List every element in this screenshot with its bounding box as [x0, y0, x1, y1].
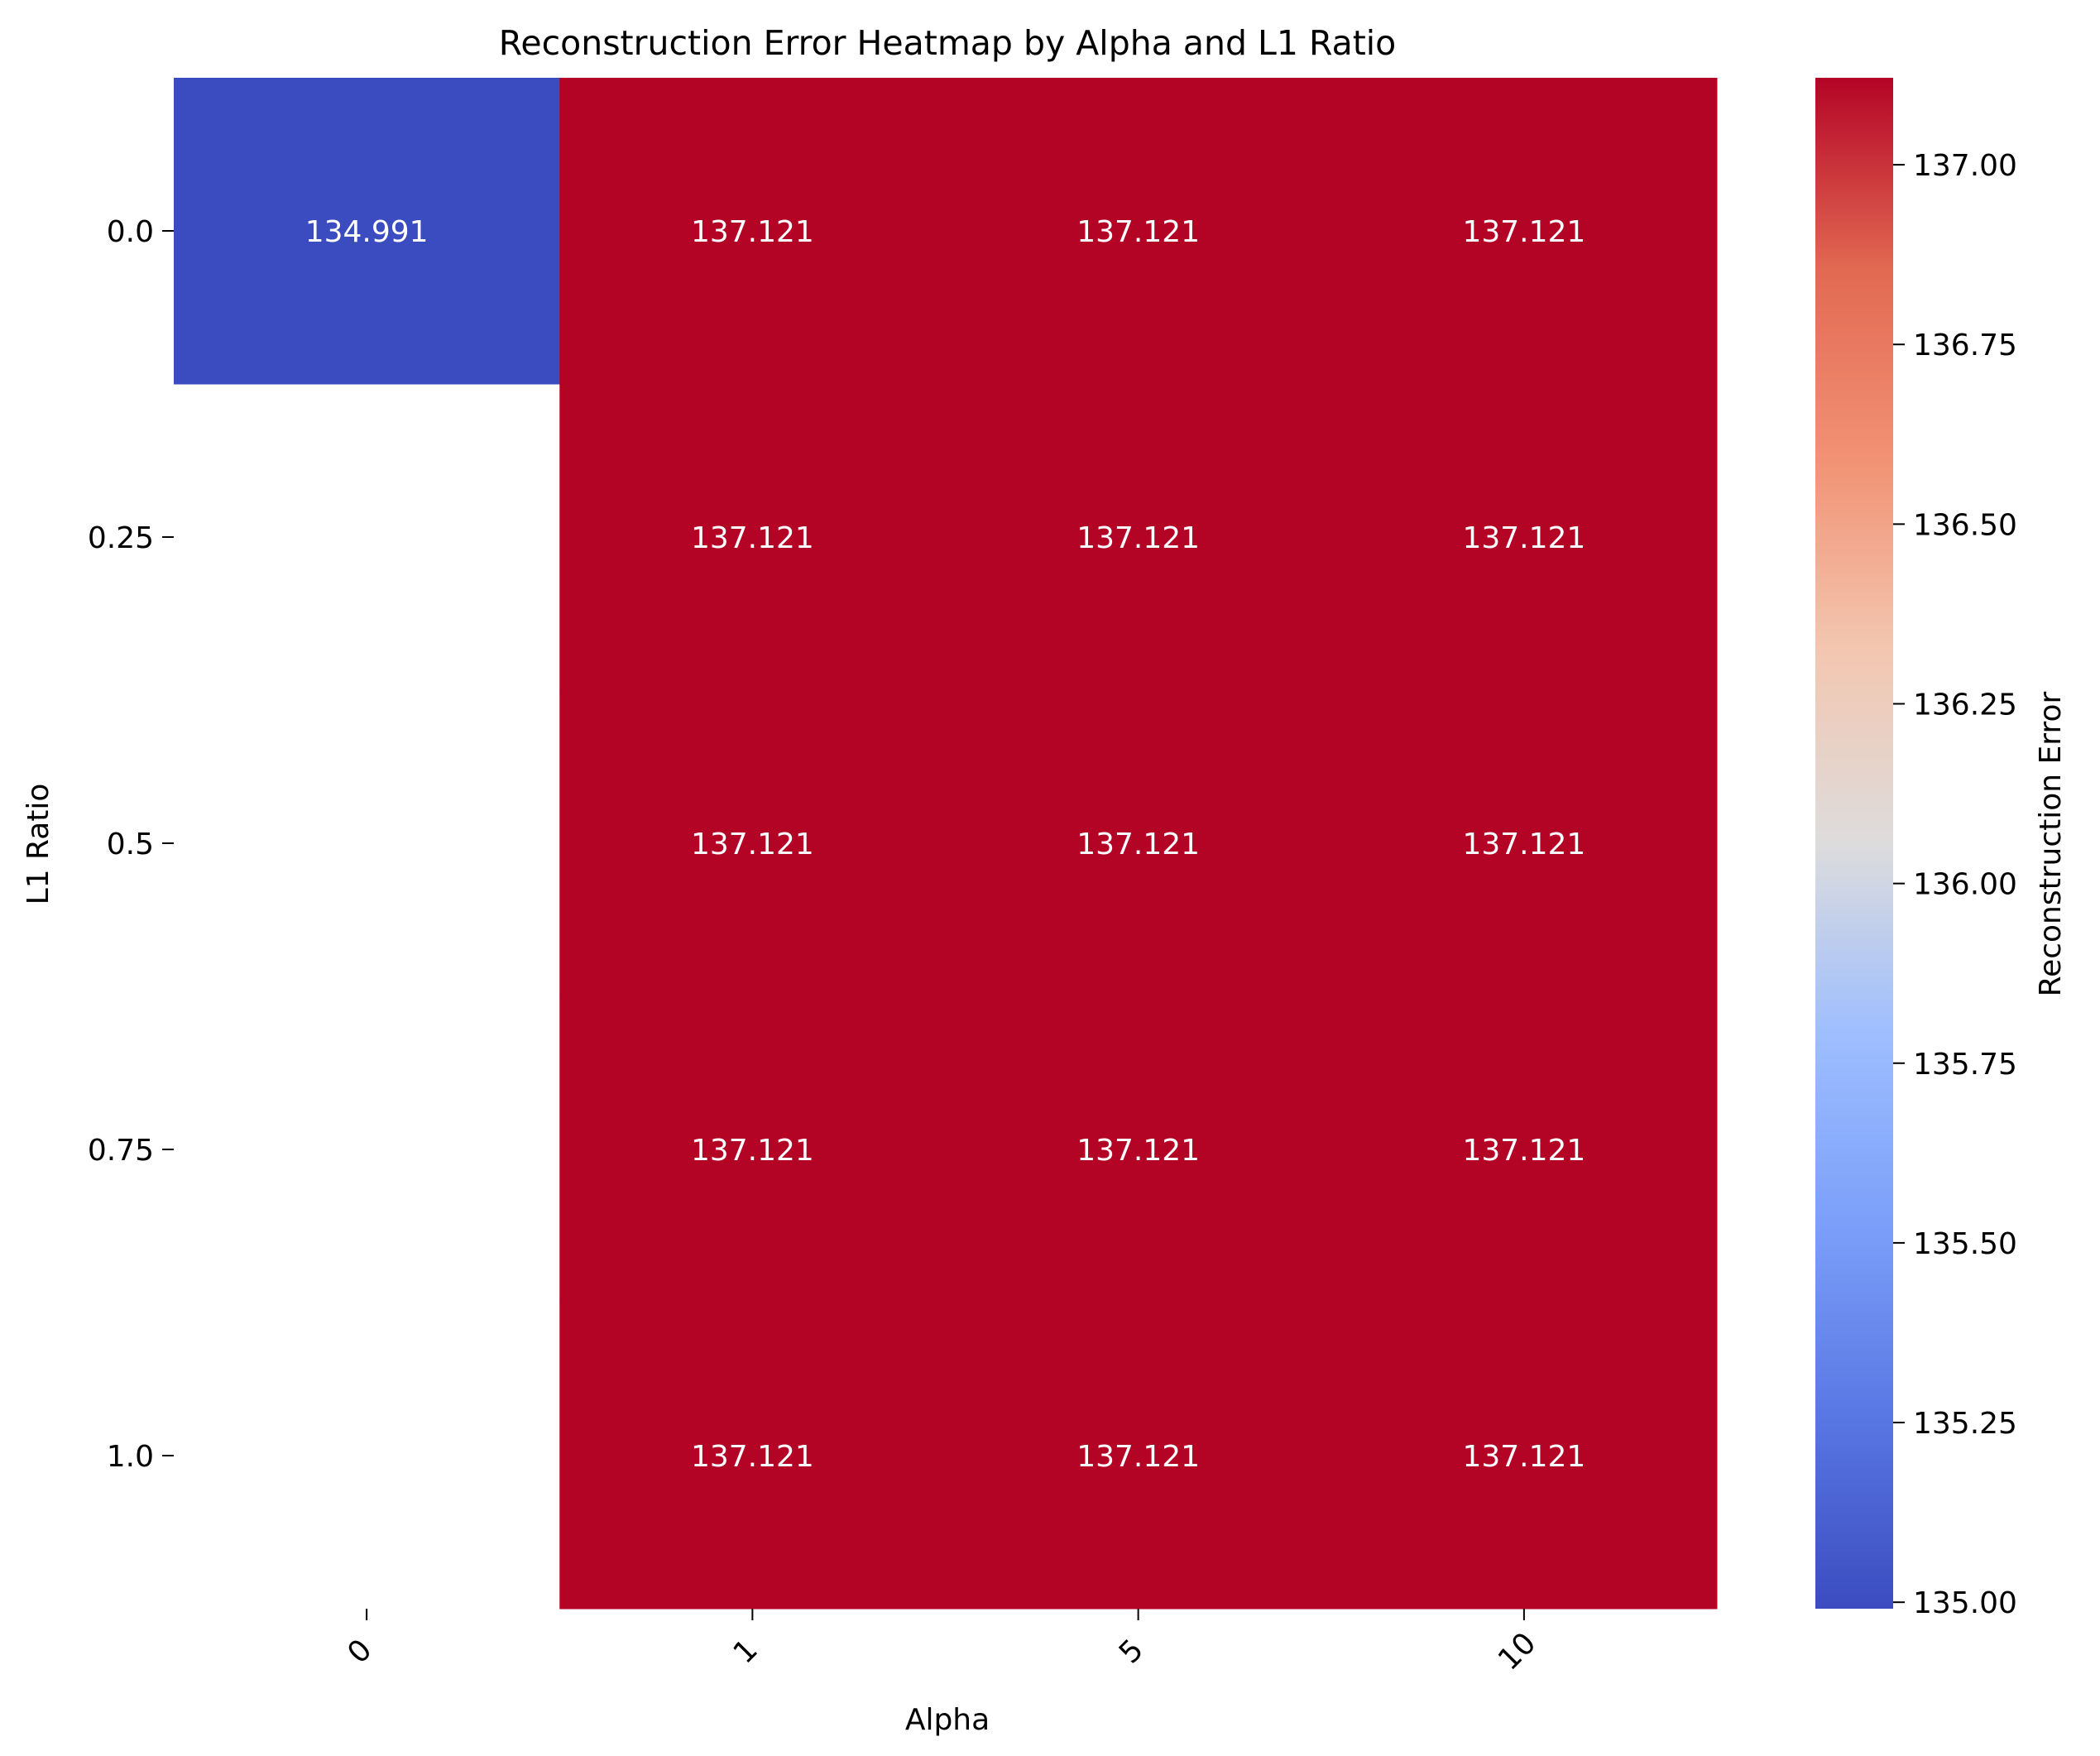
colorbar-tick-label: 135.00 — [1913, 1586, 2017, 1620]
cell-value-label: 137.121 — [691, 521, 814, 555]
heatmap-cell — [1330, 384, 1718, 691]
cell-value-label: 137.121 — [691, 215, 814, 249]
y-tick-label: 0.0 — [107, 215, 154, 249]
x-tick-label: 5 — [1113, 1633, 1150, 1670]
x-axis-ticks: 0 1 5 10 — [341, 1609, 1542, 1677]
colorbar-label: Reconstruction Error — [2034, 692, 2068, 997]
cell-value-label: 137.121 — [691, 1440, 814, 1474]
cell-value-label: 137.121 — [1462, 521, 1585, 555]
heatmap-cell — [559, 1303, 946, 1610]
y-tick-label: 0.75 — [88, 1134, 154, 1168]
colorbar-tick-label: 135.75 — [1913, 1048, 2017, 1082]
heatmap-cell — [1330, 996, 1718, 1303]
heatmap-cell — [945, 384, 1332, 691]
chart-title: Reconstruction Error Heatmap by Alpha an… — [499, 23, 1397, 63]
heatmap-cell — [945, 690, 1332, 997]
heatmap-cell — [559, 384, 946, 691]
cell-value-label: 137.121 — [1462, 215, 1585, 249]
cell-value-label: 137.121 — [1076, 1440, 1200, 1474]
colorbar-tick-label: 136.00 — [1913, 868, 2017, 902]
heatmap-cell — [559, 690, 946, 997]
colorbar-tick-label: 136.75 — [1913, 329, 2017, 362]
heatmap-cell — [559, 996, 946, 1303]
cell-value-label: 137.121 — [1076, 215, 1200, 249]
cell-value-label: 137.121 — [1462, 828, 1585, 861]
cell-value-label: 137.121 — [1462, 1134, 1585, 1168]
cell-value-label: 137.121 — [691, 1134, 814, 1168]
heatmap-cell — [1330, 1303, 1718, 1610]
heatmap-cell — [174, 78, 560, 385]
heatmap-cell — [945, 78, 1332, 385]
colorbar — [1815, 78, 1893, 1609]
y-tick-label: 0.25 — [88, 521, 154, 555]
x-tick-label: 10 — [1492, 1626, 1542, 1677]
x-axis-label: Alpha — [905, 1703, 990, 1737]
heatmap-cell — [945, 1303, 1332, 1610]
colorbar-tick-label: 137.00 — [1913, 149, 2017, 183]
cell-value-label: 137.121 — [1462, 1440, 1585, 1474]
y-axis-label: L1 Ratio — [22, 784, 55, 905]
cell-value-label: 137.121 — [1076, 521, 1200, 555]
heatmap-cell — [945, 996, 1332, 1303]
cell-annotations: 134.991 137.121 137.121 137.121 137.121 137.1… — [305, 215, 1586, 1474]
heatmap-cell — [559, 78, 946, 385]
x-tick-label: 0 — [341, 1633, 378, 1670]
cell-value-label: 137.121 — [691, 828, 814, 861]
cell-value-label: 134.991 — [305, 215, 429, 249]
colorbar-tick-label: 135.25 — [1913, 1407, 2017, 1441]
colorbar-tick-label: 136.50 — [1913, 508, 2017, 542]
y-axis-ticks: 0.0 0.25 0.5 0.75 1.0 — [88, 215, 174, 1474]
cell-value-label: 137.121 — [1076, 1134, 1200, 1168]
colorbar-ticks: 135.00 135.25 135.50 135.75 136.00 136.25 136.… — [1893, 149, 2017, 1620]
colorbar-tick-label: 136.25 — [1913, 688, 2017, 722]
y-tick-label: 1.0 — [107, 1440, 154, 1474]
cell-value-label: 137.121 — [1076, 828, 1200, 861]
heatmap-cells — [174, 78, 1718, 1610]
y-tick-label: 0.5 — [107, 828, 154, 861]
heatmap-cell — [1330, 78, 1718, 385]
colorbar-tick-label: 135.50 — [1913, 1227, 2017, 1261]
heatmap-cell — [1330, 690, 1718, 997]
x-tick-label: 1 — [727, 1633, 765, 1670]
